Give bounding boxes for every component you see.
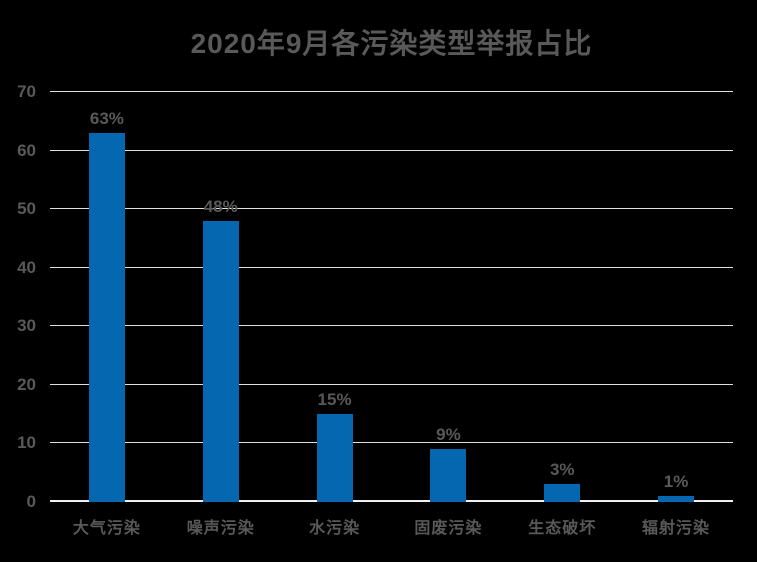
gridline bbox=[50, 383, 733, 385]
x-axis-line bbox=[50, 500, 733, 502]
y-tick-label: 50 bbox=[17, 199, 36, 219]
bars-container: 63% 48% 15% 9% 3% 1% bbox=[50, 92, 733, 502]
bar-2 bbox=[316, 414, 353, 502]
gridline bbox=[50, 149, 733, 151]
y-tick-label: 70 bbox=[17, 82, 36, 101]
gridline bbox=[50, 266, 733, 268]
x-category-label: 固废污染 bbox=[414, 520, 483, 537]
bar-3 bbox=[430, 449, 467, 502]
gridline bbox=[50, 208, 733, 210]
bar-slot-0: 63% bbox=[50, 92, 164, 502]
x-axis: 大气污染 噪声污染 水污染 固废污染 生态破坏 辐射污染 bbox=[50, 514, 733, 538]
gridlines bbox=[50, 91, 733, 502]
bar-slot-4: 3% bbox=[505, 92, 619, 502]
x-category-label: 水污染 bbox=[309, 520, 361, 537]
chart-title: 2020年9月各污染类型举报占比 bbox=[190, 28, 593, 59]
bar-slot-1: 48% bbox=[164, 92, 278, 502]
bar-value-label: 48% bbox=[203, 196, 238, 216]
bar-value-label: 9% bbox=[436, 425, 461, 445]
y-tick-label: 20 bbox=[17, 374, 36, 394]
bar-5 bbox=[658, 496, 695, 502]
bar-value-label: 63% bbox=[89, 109, 124, 128]
bar-slot-5: 1% bbox=[619, 92, 733, 502]
bar-value-label: 1% bbox=[663, 472, 689, 492]
x-category-label: 辐射污染 bbox=[642, 520, 711, 537]
bar-value-label: 15% bbox=[317, 390, 352, 410]
bar-slot-3: 9% bbox=[391, 92, 505, 502]
x-category-label: 大气污染 bbox=[72, 520, 141, 537]
x-category-label: 生态破坏 bbox=[528, 520, 597, 537]
x-category-label: 噪声污染 bbox=[186, 520, 255, 537]
y-axis: 0 10 20 30 40 50 60 70 bbox=[0, 82, 36, 511]
gridline bbox=[50, 325, 733, 327]
gridline bbox=[50, 91, 733, 92]
bar-slot-2: 15% bbox=[278, 92, 392, 502]
y-tick-label: 10 bbox=[17, 433, 36, 453]
gridline bbox=[50, 442, 733, 444]
plot-area: 63% 48% 15% 9% 3% 1% bbox=[50, 91, 733, 502]
bar-value-label: 3% bbox=[549, 460, 575, 480]
bar-4 bbox=[544, 484, 581, 502]
y-tick-label: 60 bbox=[17, 140, 36, 160]
bar-1 bbox=[202, 220, 239, 502]
y-tick-label: 40 bbox=[17, 257, 36, 277]
y-tick-label: 0 bbox=[26, 492, 36, 511]
bar-0 bbox=[88, 133, 125, 502]
y-tick-label: 30 bbox=[17, 316, 36, 336]
